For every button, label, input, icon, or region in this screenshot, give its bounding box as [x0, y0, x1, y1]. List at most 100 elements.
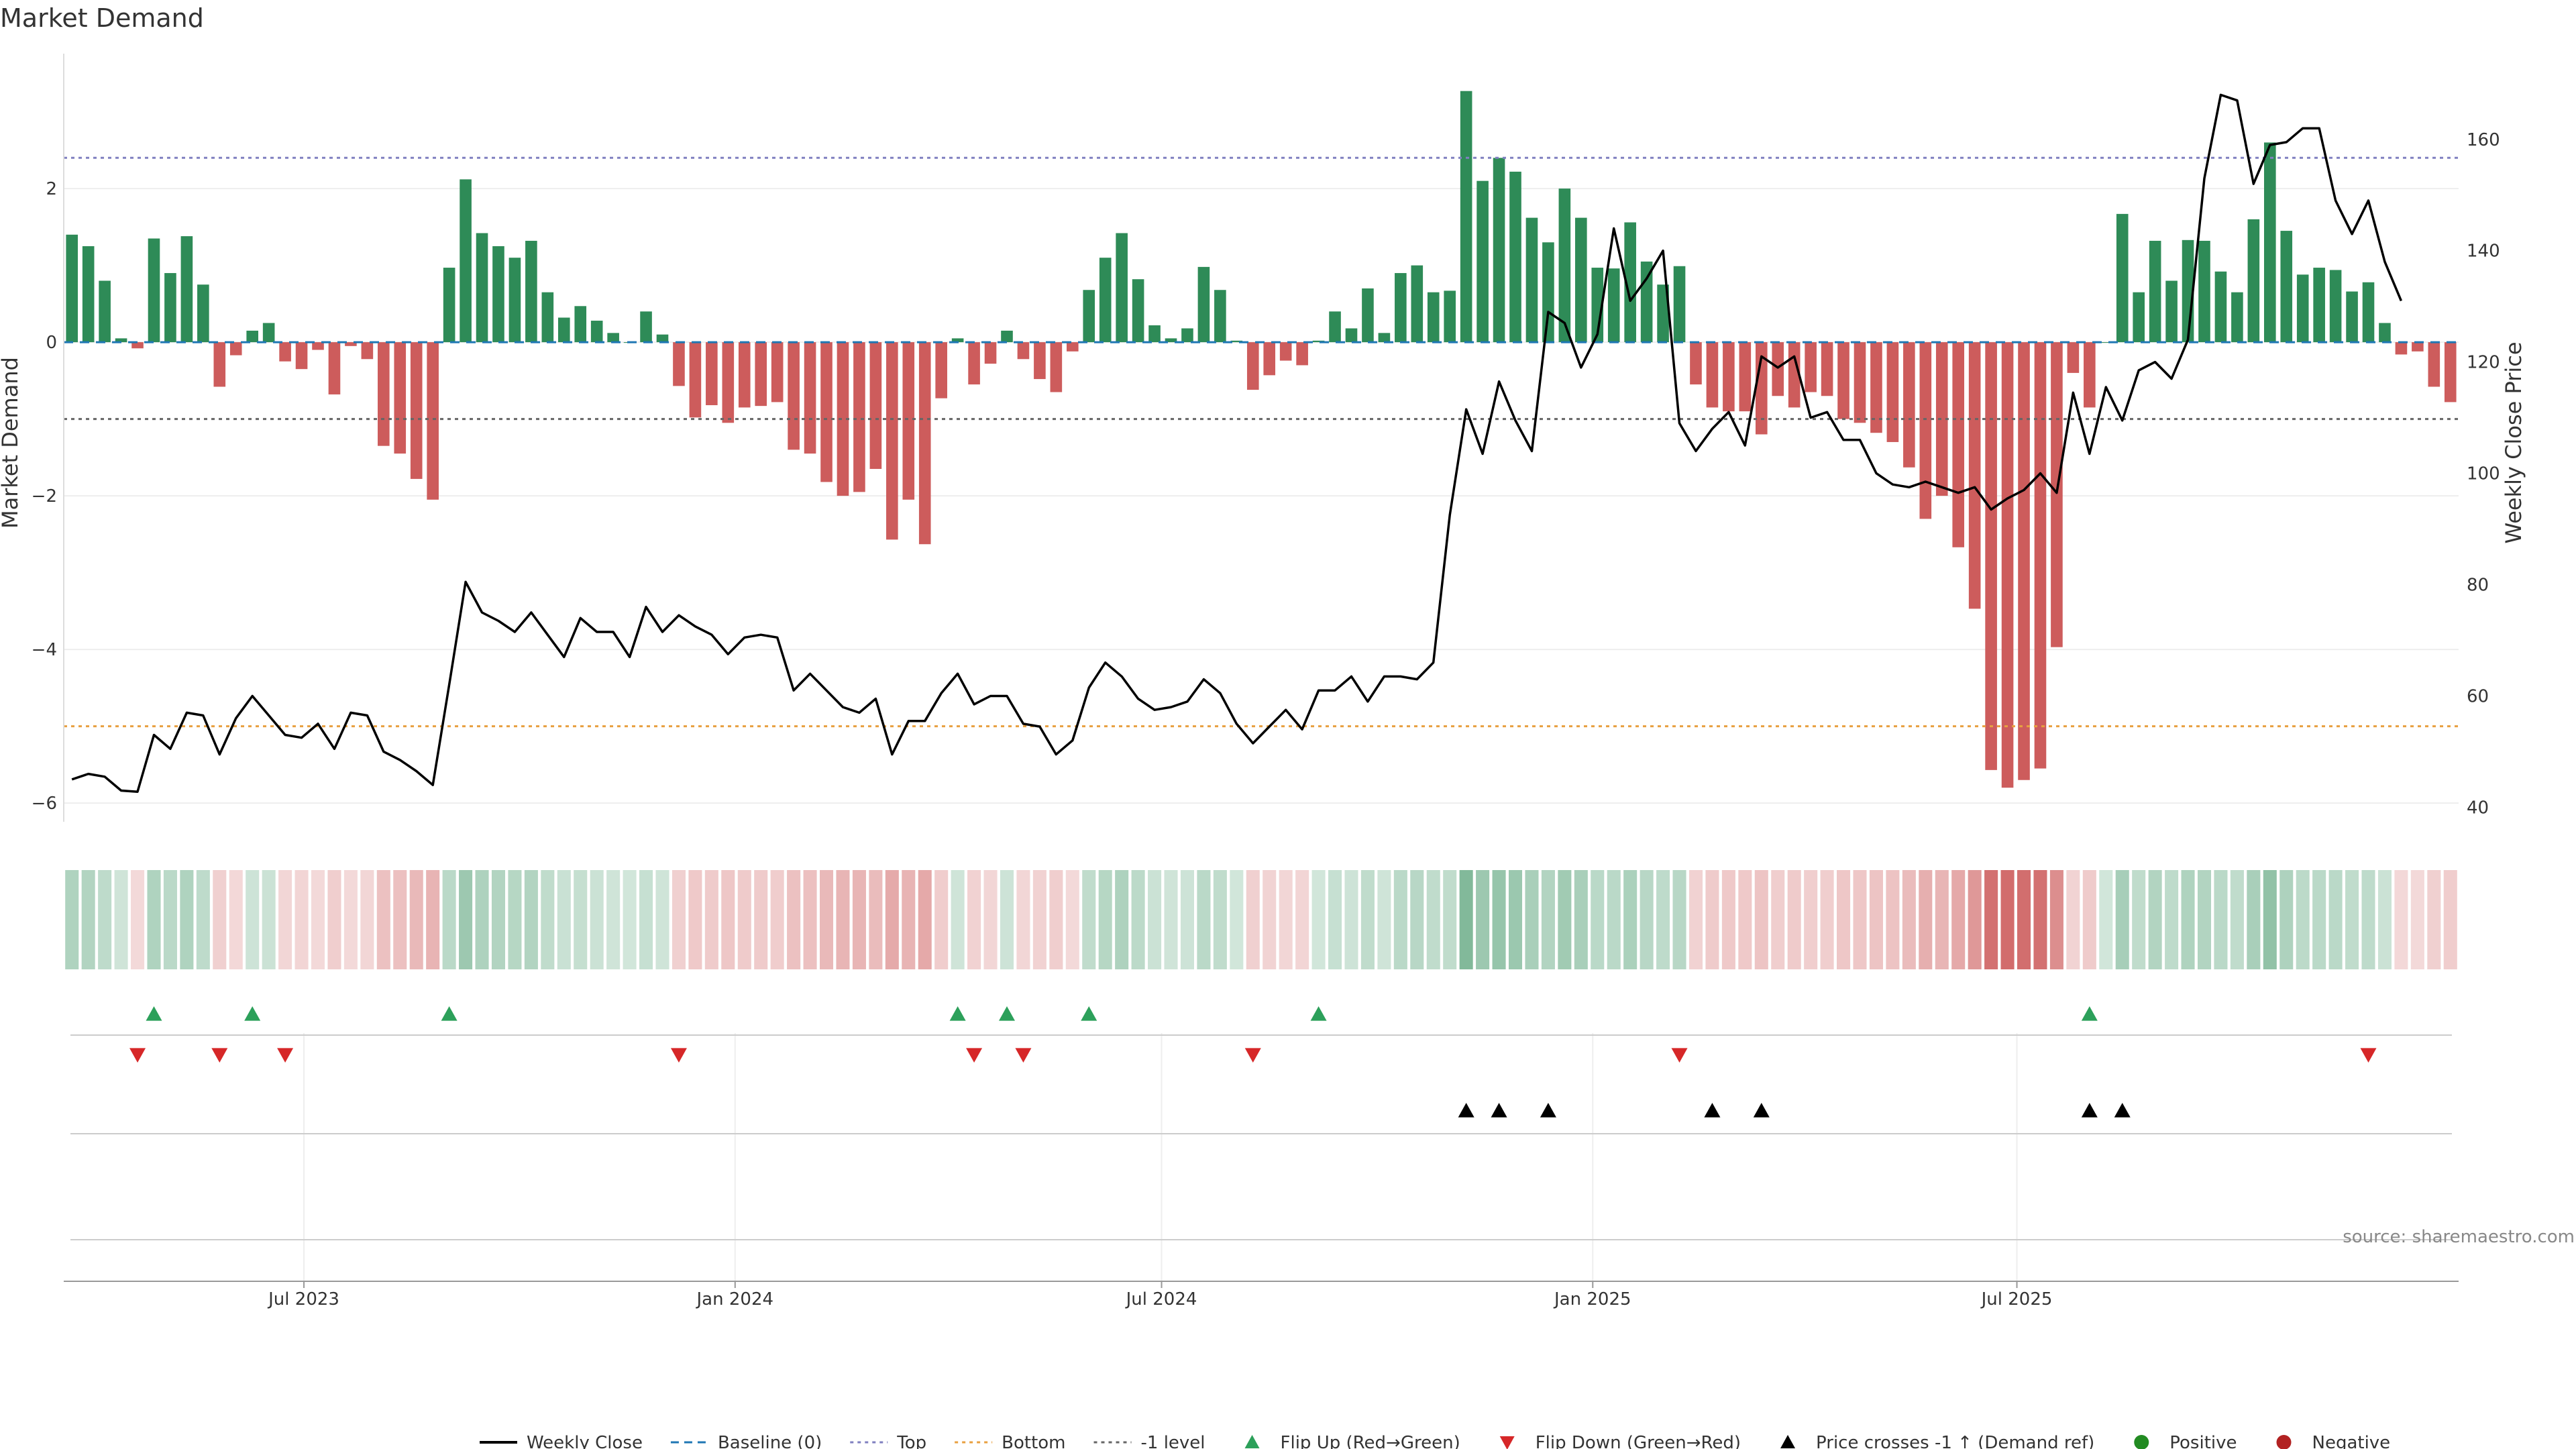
- heat-cell: [623, 870, 637, 969]
- x-tick-label: Jul 2025: [1980, 1289, 2053, 1309]
- legend: Weekly Close Baseline (0) Top Bottom -1 leve…: [480, 1433, 2390, 1449]
- demand-bar: [1345, 328, 1358, 343]
- heat-cell: [1525, 870, 1539, 969]
- heat-cell: [1230, 870, 1244, 969]
- heat-cell: [1082, 870, 1096, 969]
- heat-cell: [1869, 870, 1883, 969]
- demand-bar: [1542, 242, 1554, 343]
- x-tick-label: Jul 2024: [1125, 1289, 1197, 1309]
- demand-bar: [213, 342, 226, 387]
- heat-cell: [475, 870, 489, 969]
- heat-cell: [1263, 870, 1277, 969]
- demand-bar: [918, 342, 931, 545]
- demand-bar: [394, 342, 407, 454]
- demand-bar: [2296, 274, 2309, 343]
- y-tick-label-left: 0: [46, 333, 57, 353]
- demand-bar: [2444, 342, 2457, 402]
- legend-label: Flip Down (Green→Red): [1536, 1433, 1741, 1449]
- demand-bar: [1197, 266, 1210, 343]
- demand-bar: [1657, 284, 1669, 343]
- source-note: source: sharemaestro.com: [2343, 1227, 2575, 1247]
- demand-bar: [607, 333, 619, 343]
- heat-cell: [442, 870, 456, 969]
- flip-down-marker: [1671, 1048, 1688, 1063]
- demand-bar: [1083, 290, 1095, 343]
- demand-bar: [1246, 342, 1259, 390]
- y-tick-label-right: 160: [2467, 130, 2500, 150]
- demand-bar: [853, 342, 865, 492]
- demand-bar: [886, 342, 898, 540]
- heat-cell: [1213, 870, 1227, 969]
- heat-cell: [508, 870, 522, 969]
- demand-bar: [378, 342, 390, 446]
- heat-cell: [1804, 870, 1818, 969]
- heat-cell: [1443, 870, 1457, 969]
- demand-bar: [968, 342, 980, 385]
- demand-bar: [1805, 342, 1817, 392]
- heat-cell: [2312, 870, 2326, 969]
- x-tick-label: Jan 2025: [1553, 1289, 1631, 1309]
- heat-cell: [541, 870, 555, 969]
- heat-cell: [672, 870, 686, 969]
- demand-bar: [2379, 323, 2391, 343]
- heat-cell: [803, 870, 817, 969]
- demand-bar: [66, 234, 78, 343]
- heat-cell: [2443, 870, 2457, 969]
- heat-cell: [196, 870, 210, 969]
- demand-bar: [1099, 258, 1112, 343]
- demand-bar: [180, 236, 193, 343]
- heat-cell: [2279, 870, 2294, 969]
- heat-cell: [1541, 870, 1555, 969]
- demand-bar: [427, 342, 439, 500]
- price-cross-marker: [1753, 1103, 1770, 1118]
- flip-up-marker: [1310, 1006, 1327, 1021]
- demand-bar: [1230, 340, 1243, 343]
- heat-cell: [1935, 870, 1949, 969]
- y-tick-label-right: 80: [2467, 576, 2489, 596]
- demand-bar: [82, 246, 95, 343]
- demand-bar: [820, 342, 833, 482]
- demand-bar: [99, 280, 111, 343]
- demand-bar: [673, 342, 685, 386]
- demand-bar: [2067, 342, 2080, 373]
- flip-up-marker: [2081, 1006, 2098, 1021]
- heat-cell: [1837, 870, 1851, 969]
- heat-cell: [1197, 870, 1211, 969]
- x-tick-label: Jan 2024: [696, 1289, 774, 1309]
- heat-cell: [557, 870, 571, 969]
- legend-symbol: [1499, 1436, 1515, 1449]
- demand-bar: [1001, 330, 1013, 343]
- demand-bar: [2346, 291, 2358, 343]
- flip-down-marker: [211, 1048, 228, 1063]
- legend-label: Positive: [2169, 1433, 2237, 1449]
- flip-up-marker: [146, 1006, 162, 1021]
- flip-down-marker: [2360, 1048, 2377, 1063]
- heat-cell: [2033, 870, 2047, 969]
- demand-bar: [460, 179, 472, 343]
- heat-cell: [459, 870, 473, 969]
- legend-symbol: [1244, 1435, 1260, 1448]
- demand-bar: [1378, 333, 1391, 343]
- legend-symbol: [2276, 1435, 2292, 1449]
- demand-bar: [1034, 342, 1046, 380]
- demand-bar: [2001, 342, 2014, 788]
- heat-cell: [721, 870, 735, 969]
- demand-bar: [312, 342, 324, 350]
- demand-bar: [1132, 279, 1144, 343]
- heat-cell: [1279, 870, 1293, 969]
- heat-cell: [2017, 870, 2031, 969]
- demand-bar: [656, 334, 669, 343]
- heat-cell: [770, 870, 784, 969]
- demand-bar: [2247, 219, 2260, 343]
- demand-bar: [1017, 342, 1030, 360]
- demand-bar: [1214, 290, 1226, 343]
- y-tick-label-left: −6: [32, 794, 57, 814]
- heat-cell: [2345, 870, 2359, 969]
- demand-bar: [2280, 231, 2293, 343]
- heat-cell: [180, 870, 194, 969]
- heat-cell: [1951, 870, 1966, 969]
- heat-cell: [2296, 870, 2310, 969]
- heat-cell: [491, 870, 506, 969]
- heat-cell: [1721, 870, 1735, 969]
- demand-bar: [361, 342, 374, 360]
